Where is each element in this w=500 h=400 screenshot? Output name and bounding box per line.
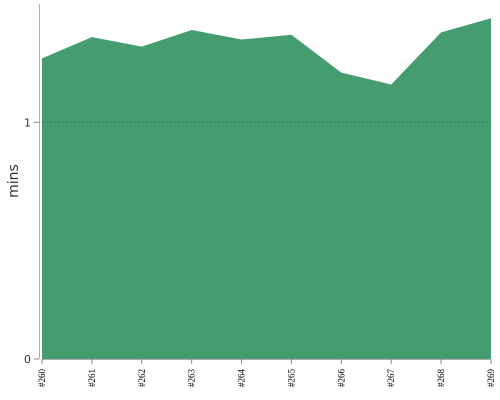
x-tick-label: #264 [237,369,247,388]
x-tick-label: #263 [187,369,197,388]
plot-area [42,18,491,359]
x-tick-label: #265 [286,369,296,388]
x-tick-label: #266 [336,369,346,388]
y-axis-label: mins [6,164,22,198]
x-tick-label: #269 [486,369,496,388]
x-tick-label: #267 [386,369,396,388]
x-tick-label: #262 [137,369,147,387]
axes: 0 1 #260 #261 #262 #263 #264 #265 #266 #267 #268 #2… [24,4,496,387]
x-tick-label: #261 [87,369,97,387]
y-tick-label: 1 [24,116,31,129]
series-area-0 [42,18,491,359]
x-tick-label: #268 [436,369,446,388]
x-tick-label: #260 [37,369,47,388]
y-tick-label: 0 [24,353,31,366]
